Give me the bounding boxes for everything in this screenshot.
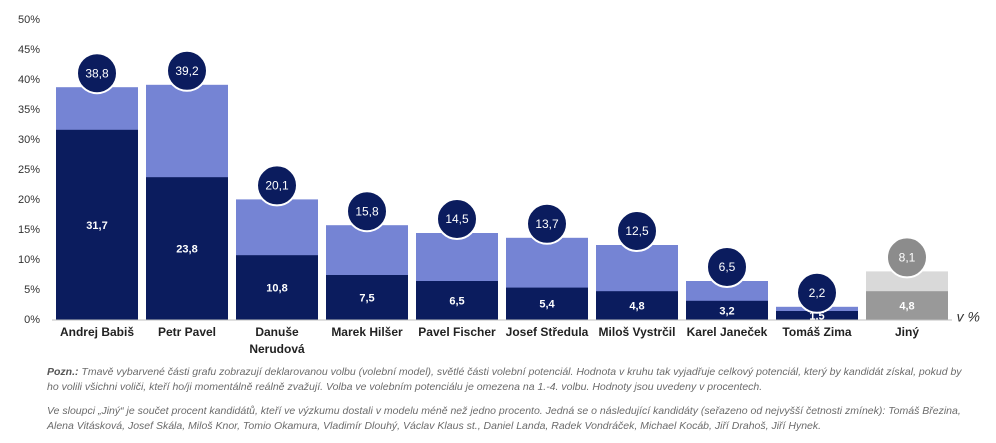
model-label: 6,5: [449, 295, 464, 307]
model-label: 4,8: [629, 301, 644, 313]
y-tick-label: 15%: [18, 224, 40, 236]
x-tick-label: Petr Pavel: [157, 325, 217, 339]
model-bar: [776, 311, 858, 320]
potential-circle: [616, 210, 658, 252]
x-tick-label: Josef Středula: [505, 325, 589, 339]
unit-label: v %: [957, 309, 980, 325]
potential-circle: [796, 271, 838, 314]
y-tick-label: 40%: [18, 74, 40, 86]
model-bar: [596, 291, 678, 320]
model-bar: [236, 255, 318, 320]
note-label: Pozn.:: [47, 366, 79, 378]
x-tick-label: Tomáš Zima: [782, 325, 852, 339]
x-tick-label: Pavel Fischer: [418, 325, 496, 339]
potential-circle: [526, 202, 568, 245]
y-tick-label: 50%: [18, 14, 40, 26]
model-label: 5,4: [539, 299, 555, 311]
model-bar: [686, 300, 768, 320]
model-label: 4,8: [899, 301, 914, 313]
potential-circle: [706, 246, 748, 288]
x-tick-label: Andrej Babiš: [59, 325, 134, 339]
potential-label: 12,5: [625, 224, 649, 238]
potential-circle: [166, 49, 208, 92]
x-tick-label: Miloš Vystrčil: [598, 325, 676, 339]
potential-circle: [76, 52, 118, 95]
model-bar: [326, 275, 408, 320]
model-bar: [146, 177, 228, 320]
model-label: 3,2: [719, 305, 734, 317]
potential-circle: [436, 198, 478, 240]
potential-label: 20,1: [265, 179, 289, 193]
y-tick-label: 35%: [18, 104, 40, 116]
potential-circle: [886, 236, 928, 279]
potential-label: 14,5: [445, 212, 469, 226]
y-tick-label: 10%: [18, 254, 40, 266]
potential-label: 8,1: [899, 251, 916, 265]
x-tick-label: Marek Hilšer: [331, 325, 403, 339]
y-tick-label: 0%: [24, 314, 40, 326]
model-label: 31,7: [86, 220, 107, 232]
note-text: Tmavě vybarvené části grafu zobrazují de…: [47, 366, 962, 393]
model-bar: [56, 129, 138, 320]
model-label: 7,5: [359, 292, 374, 304]
y-tick-label: 20%: [18, 194, 40, 206]
y-tick-label: 25%: [18, 164, 40, 176]
y-tick-label: 30%: [18, 134, 40, 146]
model-label: 10,8: [266, 283, 287, 295]
model-bar: [866, 291, 948, 320]
potential-label: 39,2: [175, 64, 199, 78]
potential-label: 6,5: [719, 260, 736, 274]
chart: v % 0% 5% 10% 15% 20% 25% 30% 35% 40% 45% 50% 31,7 3…: [18, 14, 980, 326]
potential-circle: [256, 164, 298, 207]
model-label: 23,8: [176, 244, 197, 256]
note: Pozn.: Tmavě vybarvené části grafu zobra…: [47, 365, 962, 395]
potential-label: 2,2: [809, 286, 826, 300]
y-tick-label: 5%: [24, 284, 40, 296]
potential-label: 15,8: [355, 204, 379, 218]
note: Ve sloupci „Jiný“ je součet procent kand…: [47, 405, 961, 432]
y-tick-label: 45%: [18, 44, 40, 56]
x-tick-label: Jiný: [894, 325, 919, 339]
potential-circle: [346, 190, 388, 233]
model-bar: [416, 281, 498, 320]
potential-label: 38,8: [85, 66, 109, 80]
potential-label: 13,7: [535, 217, 559, 231]
x-tick-label: Danuše Nerudová: [249, 325, 305, 356]
model-bar: [506, 287, 588, 320]
x-tick-label: Karel Janeček: [686, 325, 768, 339]
